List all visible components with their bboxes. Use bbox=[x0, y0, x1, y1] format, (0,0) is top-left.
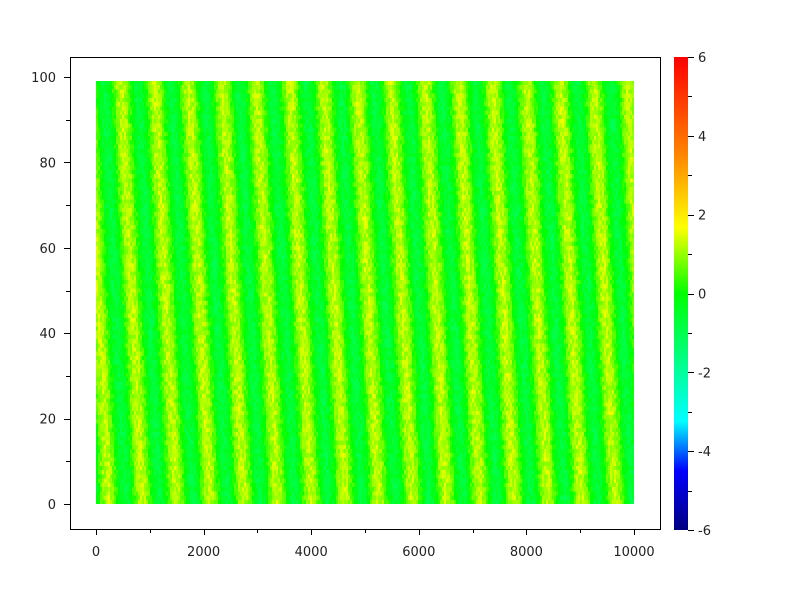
colorbar-tick-label: 4 bbox=[698, 130, 706, 145]
colorbar-tick-label: -6 bbox=[698, 524, 711, 539]
y-tick-label: 20 bbox=[39, 413, 56, 428]
x-tick-label: 0 bbox=[92, 545, 100, 560]
y-axis: 0 20 40 60 80 100 bbox=[31, 71, 71, 513]
colorbar-bar bbox=[674, 57, 688, 530]
colorbar-tick-label: 6 bbox=[698, 51, 706, 66]
x-tick-label: 6000 bbox=[402, 545, 435, 560]
y-tick-label: 100 bbox=[31, 71, 56, 86]
x-tick-label: 10000 bbox=[613, 545, 654, 560]
y-tick-label: 80 bbox=[39, 156, 56, 171]
colorbar: -6 -4 -2 0 2 4 6 bbox=[674, 51, 711, 539]
y-tick-label: 0 bbox=[48, 498, 56, 513]
colorbar-tick-label: 0 bbox=[698, 288, 706, 303]
colorbar-tick-label: -4 bbox=[698, 445, 711, 460]
colorbar-tick-label: 2 bbox=[698, 209, 706, 224]
x-tick-label: 2000 bbox=[187, 545, 220, 560]
y-tick-label: 40 bbox=[39, 327, 56, 342]
x-tick-label: 8000 bbox=[510, 545, 543, 560]
y-tick-label: 60 bbox=[39, 242, 56, 257]
colorbar-tick-label: -2 bbox=[698, 366, 711, 381]
heatmap-cells bbox=[96, 81, 634, 504]
x-axis: 0 2000 4000 6000 8000 10000 bbox=[92, 529, 655, 560]
x-tick-label: 4000 bbox=[295, 545, 328, 560]
